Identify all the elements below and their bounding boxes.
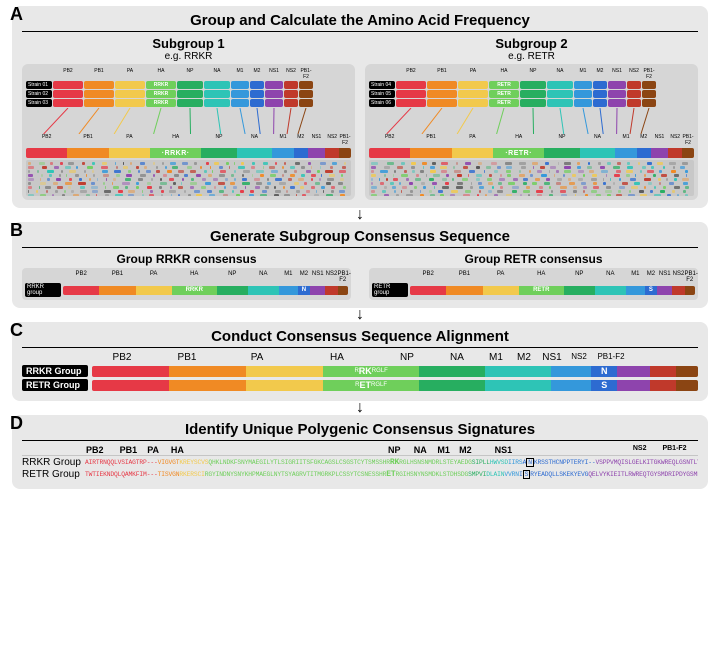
- panel-b-label: B: [10, 220, 23, 241]
- figure-root: A Group and Calculate the Amino Acid Fre…: [0, 0, 720, 499]
- panel-d-label: D: [10, 413, 23, 434]
- signature-sequence: TWTIEKNDQLQAMKFIM---TISVGNRKERSCIRGYINDN…: [85, 470, 698, 479]
- alignment-row: RETR GroupRETRGLFS: [22, 379, 698, 391]
- panel-d-title: Identify Unique Polygenic Consensus Sign…: [22, 421, 698, 441]
- frequency-heatmap: [369, 160, 694, 196]
- arrow-b-c: ↓: [12, 310, 708, 320]
- consensus-title: Group RRKR consensus: [22, 252, 351, 266]
- panel-b: B Generate Subgroup Consensus Sequence G…: [12, 222, 708, 308]
- arrow-c-d: ↓: [12, 403, 708, 413]
- consensus-block: Group RRKR consensusPB2PB1PAHANPNAM1M2NS…: [22, 252, 351, 300]
- strain-row: Strain 01RRKR: [26, 81, 351, 89]
- group-label: RRKR group: [25, 283, 61, 297]
- strain-row: Strain 02RRKR: [26, 90, 351, 98]
- wide-gene-bar: ·RETR·: [369, 148, 694, 158]
- signature-row: RRKR GroupAIRTRNQQLVSIAGTRP---VIGVGTKREY…: [22, 457, 698, 468]
- alignment-label: RRKR Group: [22, 365, 88, 377]
- panel-c-label: C: [10, 320, 23, 341]
- subpanel: PB2PB1PAHANPNAM1M2NS1NS2PB1-F2Strain 01R…: [22, 64, 355, 200]
- panel-d: D Identify Unique Polygenic Consensus Si…: [12, 415, 708, 489]
- subgroup: Subgroup 1 e.g. RRKR PB2PB1PAHANPNAM1M2NS…: [22, 36, 355, 200]
- panel-c-title: Conduct Consensus Sequence Alignment: [22, 328, 698, 348]
- consensus-title: Group RETR consensus: [369, 252, 698, 266]
- signature-sequence: AIRTRNQQLVSIAGTRP---VIGVGTKREYSCVSQHKLND…: [85, 458, 698, 467]
- strain-label: Strain 02: [26, 90, 52, 98]
- strain-row: Strain 03RRKR: [26, 99, 351, 107]
- strain-row: Strain 05RETR: [369, 90, 694, 98]
- strain-label: Strain 05: [369, 90, 395, 98]
- subgroup-eg: e.g. RRKR: [22, 51, 355, 62]
- subgroup-title: Subgroup 1: [22, 36, 355, 51]
- consensus-block: Group RETR consensusPB2PB1PAHANPNAM1M2NS…: [369, 252, 698, 300]
- connector-lines: [369, 108, 694, 134]
- wide-gene-bar: ·RRKR·: [26, 148, 351, 158]
- panel-c: C Conduct Consensus Sequence Alignment P…: [12, 322, 708, 401]
- subgroup: Subgroup 2 e.g. RETR PB2PB1PAHANPNAM1M2NS…: [365, 36, 698, 200]
- panel-a-label: A: [10, 4, 23, 25]
- subpanel: PB2PB1PAHANPNAM1M2NS1NS2PB1-F2Strain 04R…: [365, 64, 698, 200]
- panel-c-body: PB2PB1PAHANPNAM1M2NS1NS2PB1-F2RRKR Group…: [22, 352, 698, 391]
- strain-label: Strain 04: [369, 81, 395, 89]
- strain-label: Strain 06: [369, 99, 395, 107]
- panel-d-body: PB2PB1PAHANPNAM1M2NS1NS2PB1-F2RRKR Group…: [22, 445, 698, 480]
- strain-label: Strain 03: [26, 99, 52, 107]
- subgroup-title: Subgroup 2: [365, 36, 698, 51]
- alignment-label: RETR Group: [22, 379, 88, 391]
- frequency-heatmap: [26, 160, 351, 196]
- strain-label: Strain 01: [26, 81, 52, 89]
- arrow-a-b: ↓: [12, 210, 708, 220]
- subgroups-container: Subgroup 1 e.g. RRKR PB2PB1PAHANPNAM1M2NS…: [22, 36, 698, 200]
- panel-b-row: Group RRKR consensusPB2PB1PAHANPNAM1M2NS…: [22, 252, 698, 300]
- subgroup-eg: e.g. RETR: [365, 51, 698, 62]
- strain-row: Strain 04RETR: [369, 81, 694, 89]
- panel-b-title: Generate Subgroup Consensus Sequence: [22, 228, 698, 248]
- signature-label: RRKR Group: [22, 457, 82, 468]
- panel-a: A Group and Calculate the Amino Acid Fre…: [12, 6, 708, 208]
- strain-row: Strain 06RETR: [369, 99, 694, 107]
- signature-label: RETR Group: [22, 469, 82, 480]
- signature-row: RETR GroupTWTIEKNDQLQAMKFIM---TISVGNRKER…: [22, 469, 698, 480]
- connector-lines: [26, 108, 351, 134]
- group-label: RETR group: [372, 283, 408, 297]
- panel-a-title: Group and Calculate the Amino Acid Frequ…: [22, 12, 698, 32]
- alignment-row: RRKR GroupRRKRGLFN: [22, 365, 698, 377]
